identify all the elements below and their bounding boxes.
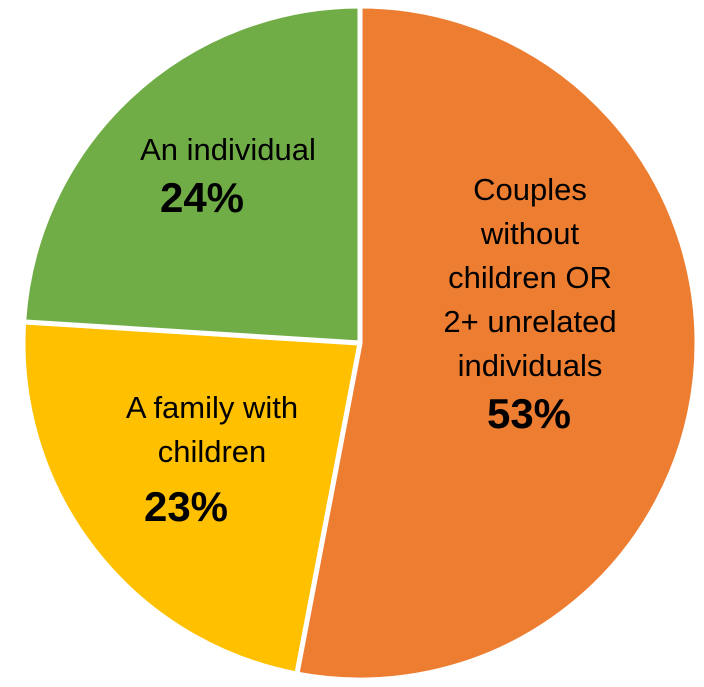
slice-label-line: Couples: [473, 172, 587, 207]
pie-slice-0: [294, 3, 700, 683]
slice-label-line: individuals: [458, 348, 603, 383]
slice-label-line: children OR: [448, 260, 612, 295]
slice-value-label: 23%: [144, 483, 228, 530]
slice-label-line: without: [480, 216, 580, 251]
slice-label-0: Couples without children OR 2+ unrelated ind…: [443, 172, 616, 437]
slice-label-line: An individual: [140, 132, 316, 167]
pie-slices: [20, 3, 700, 683]
slice-label-line: children: [158, 434, 267, 469]
slice-value-label: 24%: [160, 174, 244, 221]
slice-label-line: A family with: [126, 390, 298, 425]
pie-slice-1: [20, 319, 363, 677]
slice-label-1: A family with children 23%: [126, 390, 298, 530]
slice-label-2: An individual 24%: [140, 132, 316, 221]
slice-value-label: 53%: [487, 390, 571, 437]
pie-slice-2: [21, 3, 363, 346]
slice-label-line: 2+ unrelated: [443, 304, 616, 339]
pie-labels: Couples without children OR 2+ unrelated ind…: [126, 132, 617, 530]
